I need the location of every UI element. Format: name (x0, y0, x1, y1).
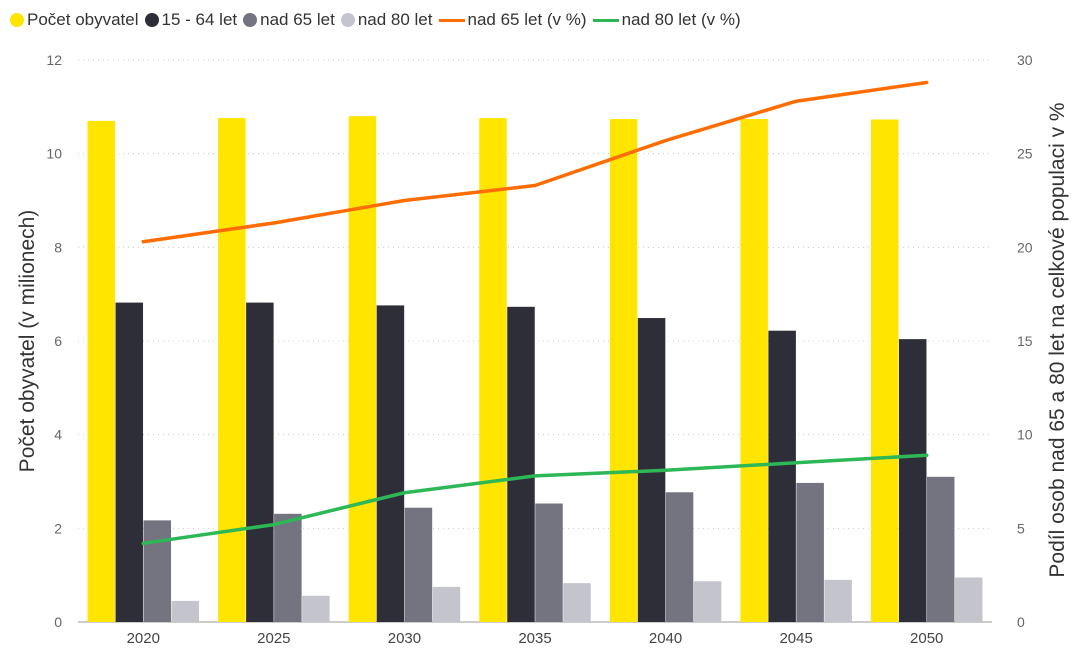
y2-tick-label: 5 (1017, 520, 1025, 536)
x-tick-label: 2050 (910, 630, 943, 647)
legend: Počet obyvatel 15 - 64 let nad 65 let nad 8… (10, 10, 747, 30)
legend-item-15-64-let: 15 - 64 let (144, 10, 238, 30)
line-nad-80-let-v (141, 453, 929, 546)
bar-15-64-let-2035 (507, 306, 535, 622)
legend-swatch-nad-65-let (243, 13, 258, 27)
bar-pocet-obyvatel-2020 (87, 120, 116, 622)
bar-pocet-obyvatel-2030 (348, 116, 377, 622)
bar-nad-80-let-2040 (693, 581, 722, 622)
x-tick-label: 2040 (649, 630, 682, 647)
x-tick-label: 2020 (127, 630, 160, 647)
legend-swatch-pocet-obyvatel (10, 13, 24, 27)
bar-pocet-obyvatel-2025 (218, 118, 246, 622)
bar-pocet-obyvatel-2035 (479, 118, 507, 622)
legend-label: nad 65 let (v %) (467, 10, 587, 29)
y2-tick-label: 15 (1017, 333, 1033, 349)
bar-nad-80-let-2045 (824, 579, 852, 622)
legend-item-nad-65-let-v: nad 65 let (v %) (438, 10, 587, 30)
bar-nad-80-let-2035 (563, 583, 591, 622)
legend-label: Počet obyvatel (27, 10, 139, 29)
bar-nad-65-let-2025 (274, 513, 302, 622)
legend-item-pocet-obyvatel: Počet obyvatel (10, 10, 139, 30)
bar-nad-65-let-2040 (665, 492, 694, 622)
bar-pocet-obyvatel-2045 (740, 119, 768, 622)
bar-nad-65-let-2020 (143, 520, 172, 622)
legend-swatch-15-64-let (144, 13, 159, 27)
x-tick-label: 2045 (779, 630, 812, 647)
bar-nad-80-let-2020 (171, 600, 200, 622)
bar-15-64-let-2045 (768, 330, 796, 622)
y-tick-label: 6 (54, 333, 62, 349)
legend-label: nad 65 let (260, 10, 335, 29)
y-tick-label: 10 (46, 146, 62, 162)
x-tick-label: 2025 (257, 630, 290, 647)
legend-swatch-nad-80-let-v (592, 18, 619, 22)
bar-nad-80-let-2025 (302, 595, 330, 622)
y2-tick-label: 25 (1017, 146, 1033, 162)
legend-label: 15 - 64 let (161, 10, 238, 29)
legend-swatch-nad-65-let-v (438, 18, 465, 22)
y-tick-label: 12 (46, 52, 62, 68)
bar-15-64-let-2020 (115, 302, 144, 622)
y2-tick-label: 30 (1017, 52, 1033, 68)
legend-item-nad-65-let: nad 65 let (243, 10, 335, 30)
bar-pocet-obyvatel-2050 (870, 119, 899, 622)
y2-tick-label: 20 (1017, 239, 1033, 255)
y-tick-label: 0 (54, 614, 62, 630)
bar-nad-65-let-2030 (404, 507, 433, 622)
bar-nad-80-let-2050 (954, 577, 983, 622)
y2-tick-label: 10 (1017, 427, 1033, 443)
y-tick-label: 4 (54, 427, 62, 443)
y-tick-label: 2 (54, 520, 62, 536)
y2-tick-label: 0 (1017, 614, 1025, 630)
bar-pocet-obyvatel-2040 (609, 119, 638, 622)
bar-nad-65-let-2035 (535, 503, 563, 622)
x-tick-label: 2035 (518, 630, 551, 647)
legend-item-nad-80-let-v: nad 80 let (v %) (592, 10, 741, 30)
y2-axis-title: Podíl osob nad 65 a 80 let na celkové po… (1046, 102, 1069, 577)
bar-15-64-let-2025 (246, 302, 274, 622)
y-tick-label: 8 (54, 239, 62, 255)
x-tick-label: 2030 (388, 630, 421, 647)
y-axis-title: Počet obyvatel (v milionech) (16, 210, 39, 473)
bar-15-64-let-2050 (898, 339, 927, 622)
legend-label: nad 80 let (v %) (621, 10, 741, 29)
legend-swatch-nad-80-let (340, 13, 355, 27)
bar-nad-65-let-2050 (926, 476, 955, 622)
bar-nad-65-let-2045 (796, 482, 824, 622)
bar-nad-80-let-2030 (432, 586, 461, 622)
bar-15-64-let-2030 (376, 305, 405, 622)
legend-item-nad-80-let: nad 80 let (340, 10, 433, 30)
legend-label: nad 80 let (357, 10, 433, 29)
line-nad-65-let-v (141, 80, 929, 244)
